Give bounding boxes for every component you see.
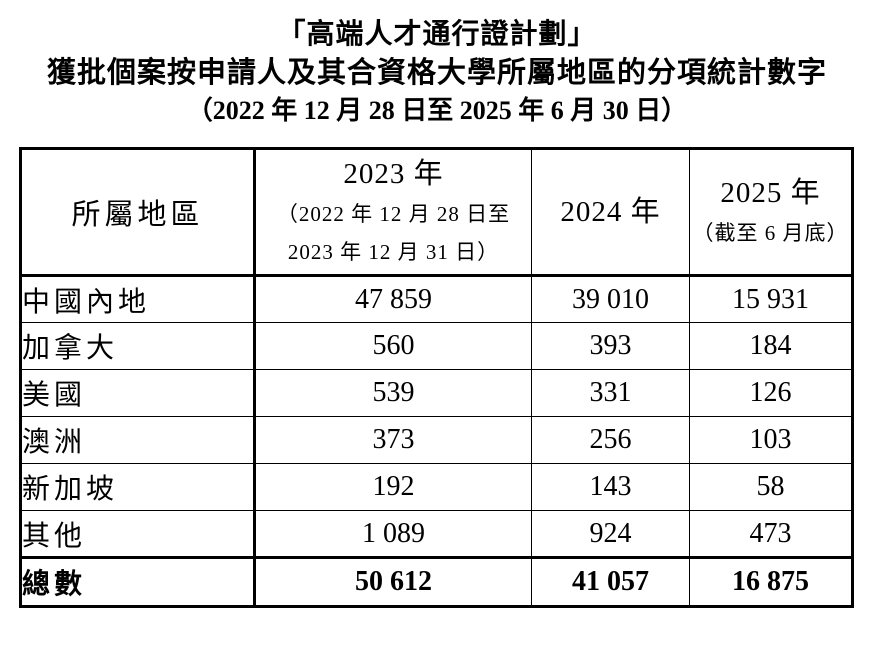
total-label: 總數 (20, 556, 256, 607)
value-2025: 58 (689, 463, 853, 511)
header-2023: 2023 年 （2022 年 12 月 28 日至 2023 年 12 月 31… (254, 148, 532, 277)
title-description: 獲批個案按申請人及其合資格大學所屬地區的分項統計數字 (46, 57, 827, 89)
total-2025: 16 875 (689, 556, 853, 607)
header-2023-label: 2023 年 (343, 158, 444, 190)
title-date-range: （2022 年 12 月 28 日至 2025 年 6 月 30 日） (186, 96, 688, 125)
value-2025: 15 931 (689, 275, 853, 323)
value-2023: 47 859 (254, 275, 532, 323)
value-2024: 331 (531, 369, 690, 417)
region-label: 加拿大 (20, 322, 256, 370)
header-region: 所屬地區 (20, 148, 256, 277)
value-2023: 1 089 (254, 510, 532, 558)
header-2023-period-line1: （2022 年 12 月 28 日至 (276, 202, 511, 226)
region-label: 澳洲 (20, 416, 256, 464)
value-2024: 39 010 (531, 275, 690, 323)
value-2024: 924 (531, 510, 690, 558)
value-2025: 103 (689, 416, 853, 464)
header-2025-label: 2025 年 (720, 177, 821, 209)
header-2024-label: 2024 年 (560, 196, 661, 228)
table-row-usa: 美國 539 331 126 (20, 369, 853, 417)
table-row-others: 其他 1 089 924 473 (20, 510, 853, 558)
header-row: 所屬地區 2023 年 （2022 年 12 月 28 日至 2023 年 12… (20, 148, 853, 277)
value-2023: 373 (254, 416, 532, 464)
value-2024: 143 (531, 463, 690, 511)
title-scheme-name: 「高端人才通行證計劃」 (277, 19, 597, 50)
header-2024: 2024 年 (531, 148, 690, 277)
table-row-australia: 澳洲 373 256 103 (20, 416, 853, 464)
region-label: 中國內地 (20, 275, 256, 323)
table-header: 所屬地區 2023 年 （2022 年 12 月 28 日至 2023 年 12… (20, 148, 853, 277)
value-2025: 473 (689, 510, 853, 558)
value-2025: 126 (689, 369, 853, 417)
table-body: 中國內地 47 859 39 010 15 931 加拿大 560 393 18… (20, 275, 853, 607)
header-2025: 2025 年 （截至 6 月底） (689, 148, 853, 277)
statistics-table: 所屬地區 2023 年 （2022 年 12 月 28 日至 2023 年 12… (19, 147, 854, 608)
header-2025-period: （截至 6 月底） (692, 221, 849, 245)
value-2024: 393 (531, 322, 690, 370)
table-row-total: 總數 50 612 41 057 16 875 (20, 556, 853, 607)
table-row-singapore: 新加坡 192 143 58 (20, 463, 853, 511)
table-row-canada: 加拿大 560 393 184 (20, 322, 853, 370)
value-2024: 256 (531, 416, 690, 464)
value-2023: 192 (254, 463, 532, 511)
total-2023: 50 612 (254, 556, 532, 607)
value-2023: 560 (254, 322, 532, 370)
region-label: 其他 (20, 510, 256, 558)
value-2025: 184 (689, 322, 853, 370)
value-2023: 539 (254, 369, 532, 417)
region-label: 美國 (20, 369, 256, 417)
table-row-mainland-china: 中國內地 47 859 39 010 15 931 (20, 275, 853, 323)
header-2023-period-line2: 2023 年 12 月 31 日） (287, 240, 500, 264)
region-label: 新加坡 (20, 463, 256, 511)
total-2024: 41 057 (531, 556, 690, 607)
document-title: 「高端人才通行證計劃」 獲批個案按申請人及其合資格大學所屬地區的分項統計數字 （… (0, 0, 874, 130)
